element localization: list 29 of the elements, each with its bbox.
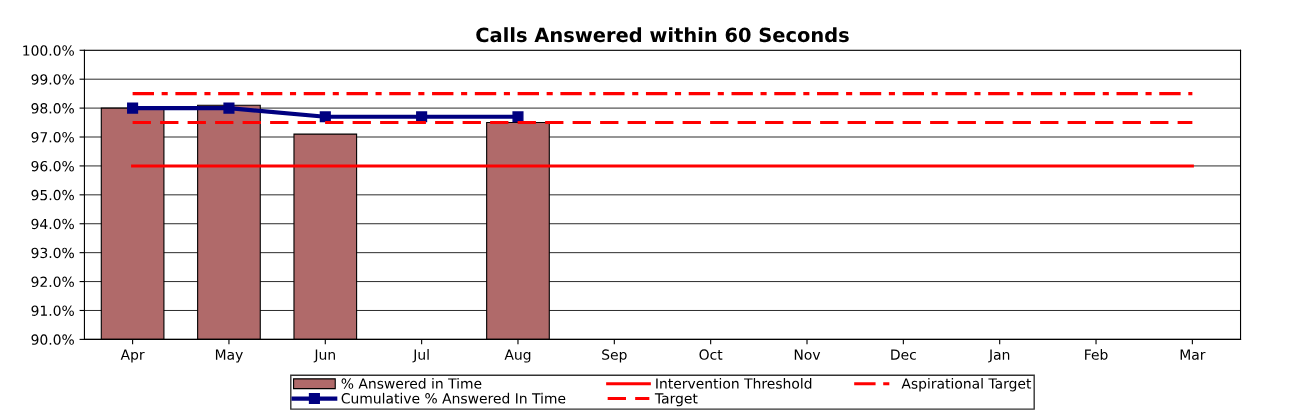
x-tick-label: Apr xyxy=(120,349,145,363)
x-tick-label: Jan xyxy=(988,349,1010,363)
y-tick-label: 94.0% xyxy=(31,218,74,230)
legend-label: Target xyxy=(654,393,698,407)
legend-label: % Answered in Time xyxy=(341,378,482,389)
legend-label: Cumulative % Answered In Time xyxy=(341,392,566,404)
y-tick-label: 92.0% xyxy=(31,276,74,288)
y-tick-label: 99.0% xyxy=(31,74,74,85)
x-tick-label: Aug xyxy=(504,349,531,363)
x-tick-label: Oct xyxy=(699,349,723,360)
x-tick-label: Jul xyxy=(412,349,429,363)
x-tick-label: Feb xyxy=(1085,349,1108,360)
y-tick-label: 100.0% xyxy=(23,45,74,56)
y-tick-label: 97.0% xyxy=(31,131,74,143)
legend-label: Aspirational Target xyxy=(901,378,1032,392)
legend-label: Intervention Threshold xyxy=(656,378,812,389)
x-tick-label: May xyxy=(215,349,243,363)
x-tick-label: Mar xyxy=(1180,349,1206,360)
chart-title: Calls Answered within 60 Seconds xyxy=(476,27,849,43)
x-tick-label: Nov xyxy=(794,349,821,360)
y-tick-label: 98.0% xyxy=(31,103,74,114)
y-tick-label: 90.0% xyxy=(31,334,74,345)
y-tick-label: 96.0% xyxy=(31,160,74,172)
y-tick-label: 95.0% xyxy=(31,189,74,201)
y-tick-label: 93.0% xyxy=(31,247,74,259)
y-tick-label: 91.0% xyxy=(31,305,74,316)
x-tick-label: Dec xyxy=(891,349,916,360)
x-tick-label: Jun xyxy=(313,349,335,363)
x-tick-label: Sep xyxy=(602,349,627,363)
